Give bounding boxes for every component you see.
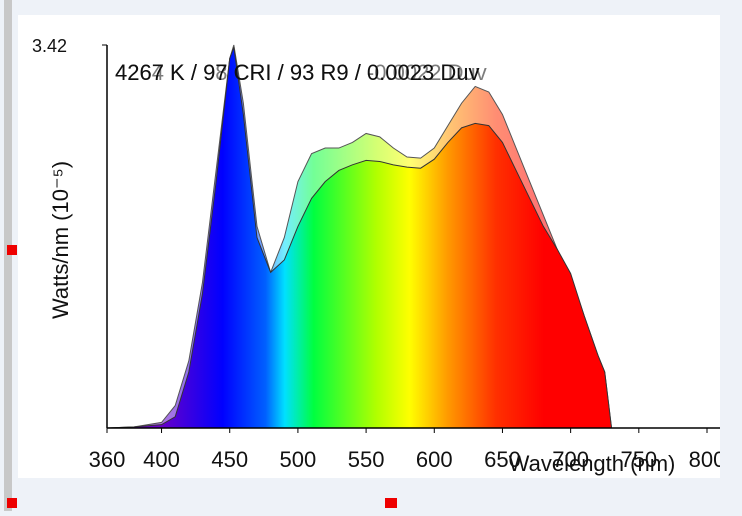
x-tick-label: 450 xyxy=(211,447,248,472)
handle[interactable] xyxy=(7,498,17,508)
x-tick-label: 400 xyxy=(143,447,180,472)
x-tick-label: 600 xyxy=(416,447,453,472)
x-tick-label: 550 xyxy=(348,447,385,472)
x-tick-label: 360 xyxy=(89,447,126,472)
spectrum-area xyxy=(107,47,612,428)
y-axis-title: Watts/nm (10⁻⁵) xyxy=(48,161,73,319)
x-tick-label: 750 xyxy=(620,447,657,472)
plot-area: 3.42 360 400 450 500 550 600 650 700 750 800 4267 K… xyxy=(32,36,726,476)
x-tick-label: 800 xyxy=(689,447,726,472)
x-axis-title: Wavelength (nm) xyxy=(509,451,676,476)
x-tick-label: 700 xyxy=(552,447,589,472)
stats-label: 4267 K / 97 CRI / 93 R9 / 0.0023 Duv xyxy=(115,60,479,85)
side-bar xyxy=(4,0,12,511)
handle[interactable] xyxy=(7,245,17,255)
stats-label: 4264 K / 98 CRI / 93 R9 / -0.0022 Duv xyxy=(115,60,487,85)
handle[interactable] xyxy=(385,498,397,508)
spectrum-line xyxy=(106,47,613,429)
spectrum-line xyxy=(106,44,613,429)
x-tick-label: 650 xyxy=(484,447,521,472)
y-tick-label: 3.42 xyxy=(32,36,67,56)
x-tick-label: 500 xyxy=(280,447,317,472)
